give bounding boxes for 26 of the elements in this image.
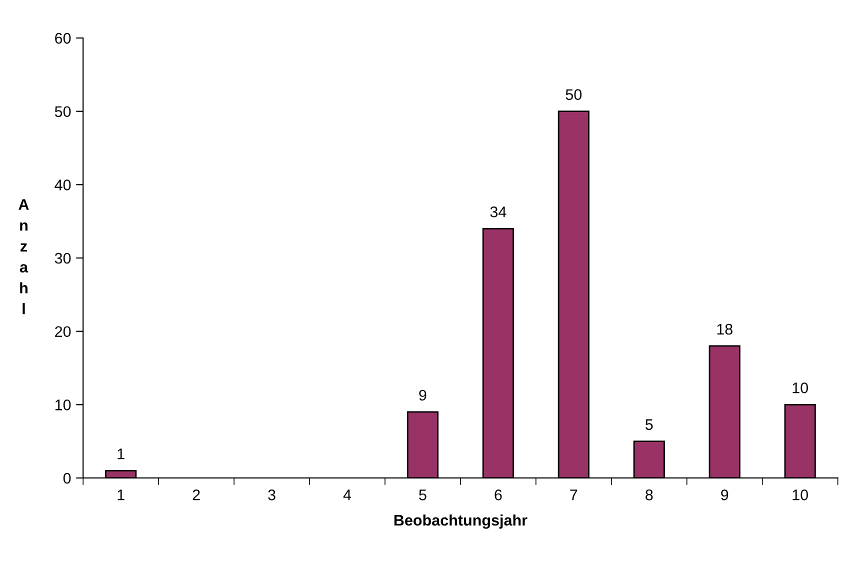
data-label: 9 [419, 390, 426, 401]
x-tick-label: 2 [192, 490, 200, 500]
x-axis-title: Beobachtungsjahr [394, 514, 528, 529]
y-tick-label: 60 [55, 32, 71, 44]
x-tick-label: 1 [118, 490, 124, 500]
data-label: 34 [490, 206, 506, 218]
x-tick-label: 9 [721, 490, 728, 500]
data-label: 5 [646, 419, 653, 430]
data-label: 18 [717, 324, 732, 335]
y-tick-label: 30 [54, 252, 71, 264]
data-label: 1 [118, 448, 124, 460]
x-tick-label: 4 [343, 490, 352, 500]
x-tick-label: 6 [494, 490, 502, 500]
y-tick-label: 10 [55, 400, 71, 410]
y-tick-label: 0 [63, 472, 71, 484]
y-tick-label: 40 [54, 180, 71, 190]
x-tick-label: 5 [419, 490, 426, 500]
data-label: 10 [792, 382, 808, 394]
y-tick-label: 20 [55, 326, 71, 338]
x-tick-label: 8 [646, 490, 653, 500]
data-label: 50 [566, 89, 582, 100]
x-tick-label: 10 [792, 490, 808, 500]
x-tick-label: 3 [268, 490, 276, 500]
y-tick-label: 50 [54, 106, 71, 118]
x-tick-label: 7 [570, 490, 578, 500]
y-axis-title: Anzahl [18, 199, 29, 314]
